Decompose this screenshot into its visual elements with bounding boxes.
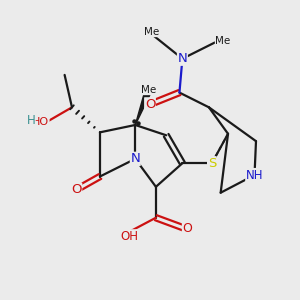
Text: Me: Me [141, 85, 156, 94]
Polygon shape [135, 93, 150, 125]
Text: H: H [26, 114, 35, 127]
Text: Me: Me [215, 36, 231, 46]
Text: HO: HO [32, 117, 49, 127]
Text: Me: Me [144, 27, 159, 37]
Text: NH: NH [246, 169, 263, 182]
Text: O: O [71, 183, 82, 196]
Text: OH: OH [120, 230, 138, 243]
Text: N: N [130, 152, 140, 165]
Text: O: O [182, 221, 192, 235]
Text: O: O [145, 98, 155, 111]
Text: S: S [208, 157, 216, 170]
Text: N: N [178, 52, 187, 65]
